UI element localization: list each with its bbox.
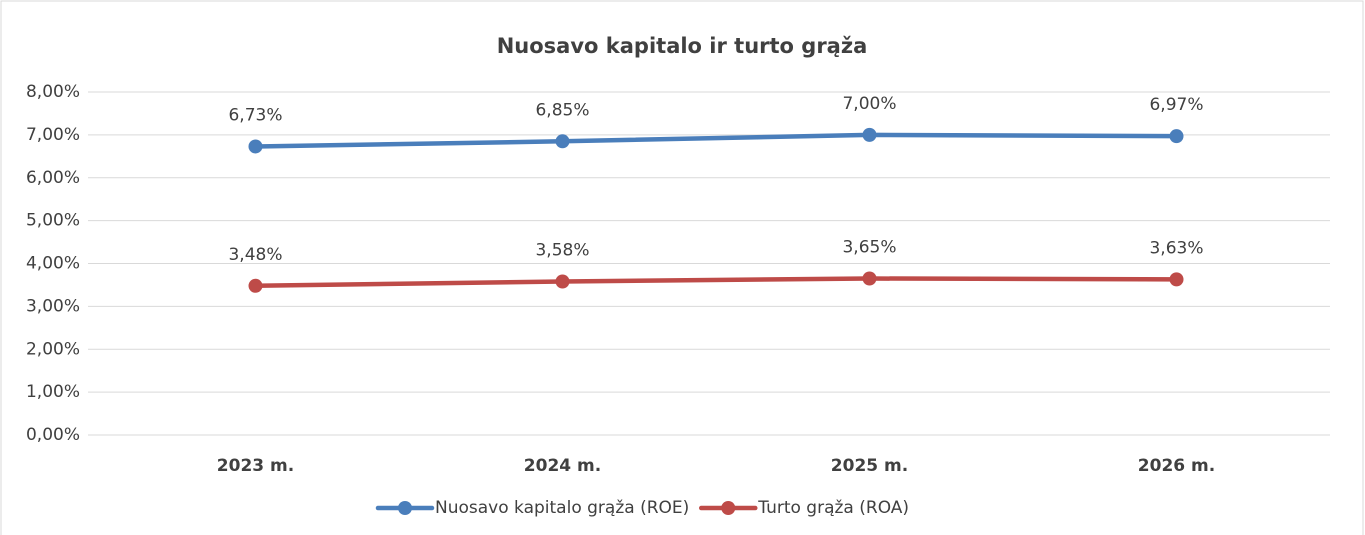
y-tick-label: 6,00% [26,168,80,188]
data-point [248,278,263,293]
legend-marker [398,501,412,515]
data-label: 3,65% [842,238,896,258]
legend-label: Nuosavo kapitalo grąža (ROE) [435,498,689,518]
data-point [248,139,263,154]
legend-marker [721,501,736,515]
data-point [862,127,877,142]
y-tick-label: 4,00% [26,254,80,274]
data-point [555,134,570,149]
y-tick-label: 5,00% [26,211,80,231]
x-tick-label: 2026 m. [1138,456,1215,476]
data-label: 3,48% [228,245,282,265]
data-label: 6,97% [1149,95,1203,115]
y-tick-label: 3,00% [26,296,80,316]
data-point [1169,129,1184,144]
data-label: 3,63% [1149,238,1203,258]
series-line [253,276,1179,289]
data-point [862,271,877,286]
y-tick-label: 1,00% [26,382,80,402]
data-label: 7,00% [842,94,896,114]
series-line [253,132,1179,149]
y-tick-label: 0,00% [26,425,80,445]
legend-label: Turto grąža (ROA) [757,498,909,518]
x-tick-label: 2024 m. [524,456,601,476]
data-label: 6,85% [535,100,589,120]
y-tick-label: 2,00% [26,339,80,359]
chart-title: Nuosavo kapitalo ir turto grąža [497,34,868,58]
x-tick-label: 2023 m. [217,456,294,476]
data-label: 6,73% [228,105,282,125]
data-point [1169,272,1184,287]
data-label: 3,58% [535,241,589,261]
data-point [555,274,570,289]
y-tick-label: 8,00% [26,82,80,102]
y-tick-label: 7,00% [26,125,80,145]
x-tick-label: 2025 m. [831,456,908,476]
